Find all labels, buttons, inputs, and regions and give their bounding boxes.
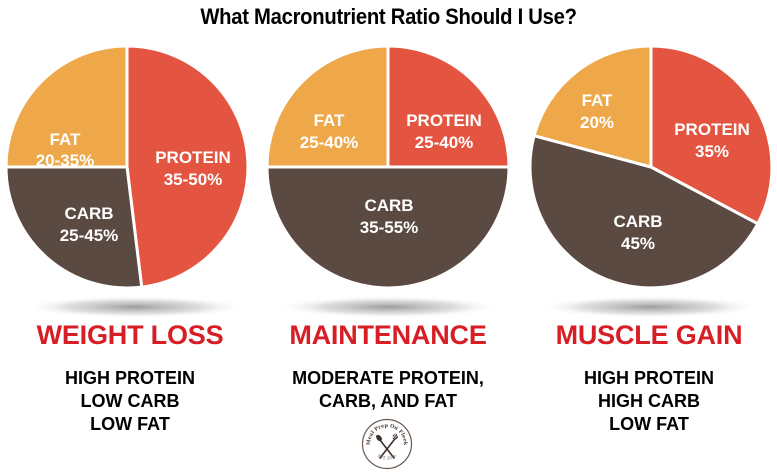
description-line: MODERATE PROTEIN, [292,368,484,388]
goal-heading-muscle-gain: MUSCLE GAIN [555,320,743,350]
slice-value-protein: 35% [695,142,729,161]
slice-fat [532,44,653,169]
slice-label-fat: FAT [582,91,613,110]
description-line: HIGH PROTEIN [583,368,714,388]
logo-text-bottom: EST. 2016 [377,453,398,461]
slice-carb [265,165,511,290]
description-line: CARB, AND FAT [319,391,457,411]
slice-label-protein: PROTEIN [155,148,231,167]
pie-muscle-gain: FAT 20% PROTEIN 35% CARB 45% [528,44,774,290]
pie-shadow [23,296,247,318]
slice-value-carb: 25-45% [60,226,119,245]
slice-value-protein: 25-40% [415,133,474,152]
description-line: HIGH PROTEIN [64,368,195,388]
slice-protein [649,44,774,226]
goal-description-weight-loss: HIGH PROTEIN LOW CARB LOW FAT [0,367,260,436]
slice-label-protein: PROTEIN [406,111,482,130]
goal-description-maintenance: MODERATE PROTEIN, CARB, AND FAT [258,367,518,413]
pie-shadow [277,296,501,318]
slice-protein [386,44,511,169]
slice-label-carb: CARB [613,212,662,231]
slice-fat [265,44,390,169]
slice-label-fat: FAT [50,130,81,149]
pie-shadow [538,296,762,318]
slice-carb [528,133,760,290]
spoon-fork-crossed-icon [376,433,398,459]
description-line: LOW FAT [90,414,170,434]
svg-text:EST. 2016: EST. 2016 [377,453,398,461]
slice-protein [125,44,250,289]
slice-value-fat: 20-35% [36,151,95,170]
slice-value-protein: 35-50% [164,170,223,189]
slice-value-fat: 20% [580,113,614,132]
description-line: HIGH CARB [598,391,700,411]
slice-label-fat: FAT [314,111,345,130]
description-line: LOW FAT [609,414,689,434]
goal-description-muscle-gain: HIGH PROTEIN HIGH CARB LOW FAT [519,367,777,436]
pie-weight-loss: FAT 20-35% PROTEIN 35-50% CARB 25-45% [7,44,250,290]
slice-label-carb: CARB [364,196,413,215]
goal-heading-maintenance: MAINTENANCE [289,320,487,350]
brand-logo: Meal Prep On Fleek EST. 2016 [361,418,413,470]
slice-label-protein: PROTEIN [674,120,750,139]
pie-maintenance: FAT 25-40% PROTEIN 25-40% CARB 35-55% [265,44,511,290]
slice-value-carb: 45% [621,234,655,253]
slice-value-carb: 35-55% [360,218,419,237]
slice-value-fat: 25-40% [300,133,359,152]
slice-label-carb: CARB [64,204,113,223]
description-line: LOW CARB [80,391,180,411]
slice-carb [7,165,144,290]
infographic-title: What Macronutrient Ratio Should I Use? [200,4,577,29]
slice-fat [7,44,129,169]
goal-heading-weight-loss: WEIGHT LOSS [36,320,224,350]
